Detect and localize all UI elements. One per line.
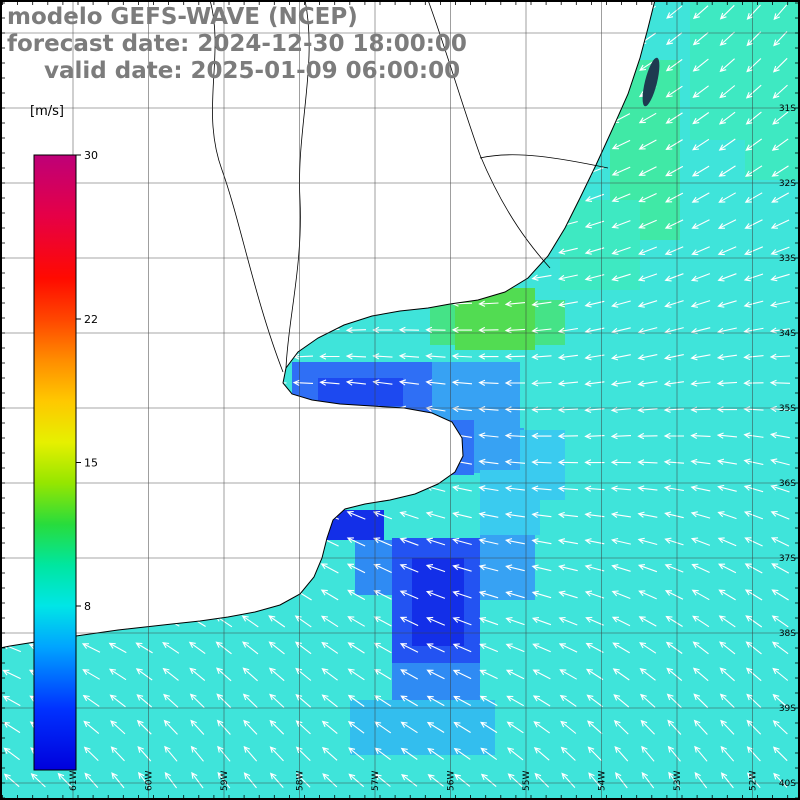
colorbar-gradient [33,154,77,771]
colorbar-unit-label: [m/s] [30,104,64,119]
coastline [0,0,656,649]
wave-height-patch [455,288,535,350]
lon-label: 52W [749,771,759,791]
wave-height-patch [520,430,565,500]
colorbar-tick-label: 15 [84,457,98,470]
colorbar-tick-label: 22 [84,313,98,326]
wave-height-patch [412,558,464,646]
lat-label: 37S [779,554,796,564]
border-river-line [209,0,284,373]
lon-label: 59W [220,771,230,791]
lat-label: 40S [779,779,796,789]
wave-height-patch [535,300,565,345]
lon-label: 57W [371,771,381,791]
lon-label: 55W [522,771,532,791]
lat-label: 39S [779,704,796,714]
model-title: modelo GEFS-WAVE (NCEP) [7,4,358,30]
lat-label: 35S [779,404,796,414]
lat-label: 31S [779,104,796,114]
lat-label: 38S [779,629,796,639]
lon-label: 60W [145,771,155,791]
wave-height-patch [318,378,403,406]
wave-height-patch [350,700,495,755]
lon-label: 58W [296,771,306,791]
colorbar-tick-label: 8 [84,600,91,613]
lat-label: 33S [779,254,796,264]
wave-height-patch [402,420,474,475]
map-header: modelo GEFS-WAVE (NCEP) forecast date: 2… [7,4,467,85]
lon-label: 54W [598,771,608,791]
wave-height-patch [430,295,455,345]
border-river-line [285,0,310,369]
valid-date: valid date: 2025-01-09 06:00:00 [44,58,461,84]
lagoon [642,57,660,107]
forecast-date: forecast date: 2024-12-30 18:00:00 [7,31,467,57]
lat-label: 32S [779,179,796,189]
lat-label: 34S [779,329,796,339]
border-river-line [427,0,551,269]
border-river-line [479,154,609,169]
wave-height-patch [330,422,402,474]
lon-label: 56W [447,771,457,791]
wave-height-patch [745,60,800,180]
wave-height-patch [322,510,384,540]
lon-label: 61W [69,771,79,791]
lat-label: 36S [779,479,796,489]
wave-height-patch [355,540,392,595]
colorbar-tick-label: 30 [84,149,98,162]
lon-label: 53W [673,771,683,791]
